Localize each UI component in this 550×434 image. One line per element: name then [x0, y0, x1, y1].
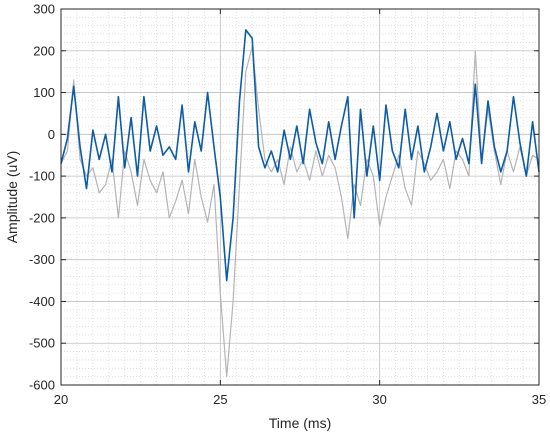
y-tick-label: -500 — [29, 336, 55, 351]
x-tick-label: 35 — [532, 392, 546, 407]
y-tick-label: -300 — [29, 252, 55, 267]
y-tick-label: -200 — [29, 210, 55, 225]
y-tick-label: -400 — [29, 294, 55, 309]
x-axis-label: Time (ms) — [269, 415, 331, 431]
y-tick-label: 300 — [33, 2, 55, 17]
y-tick-label: 200 — [33, 43, 55, 58]
x-tick-label: 25 — [213, 392, 227, 407]
plot-background — [61, 9, 539, 385]
y-tick-label: 0 — [48, 127, 55, 142]
series-layer — [60, 29, 540, 378]
series-line-2 — [60, 29, 540, 282]
y-tick-label: -600 — [29, 378, 55, 393]
plot-frame — [60, 8, 540, 386]
y-tick-label: -100 — [29, 169, 55, 184]
x-tick-label: 20 — [54, 392, 68, 407]
ticks-layer — [60, 8, 540, 386]
x-tick-label: 30 — [372, 392, 386, 407]
tick-labels-layer: 20 25 30 35 -600 -500 -400 -300 -200 -100 0 100 200 3… — [29, 2, 546, 408]
y-tick-label: 100 — [33, 85, 55, 100]
series-line-1 — [60, 45, 540, 378]
y-axis-label: Amplitude (uV) — [4, 151, 20, 244]
